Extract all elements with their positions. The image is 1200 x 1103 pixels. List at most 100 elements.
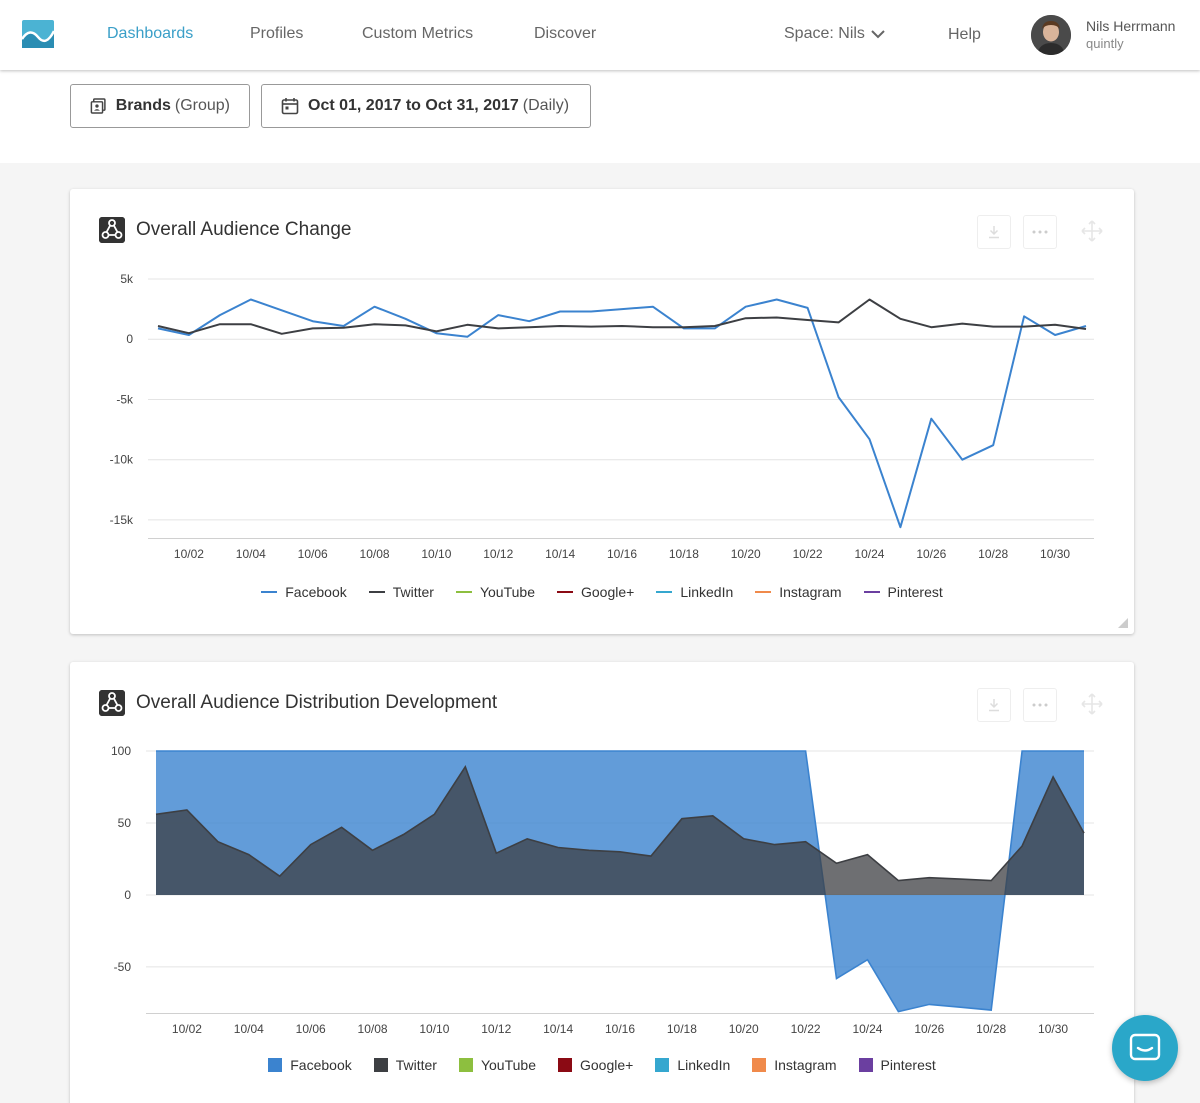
user-name: Nils Herrmann (1086, 18, 1176, 34)
legend-swatch (655, 1058, 670, 1072)
chat-icon (1129, 1033, 1161, 1061)
chart-legend: Facebook Twitter YouTube Google+ LinkedIn Ins… (70, 1057, 1134, 1073)
x-tick-label: 10/14 (543, 1022, 573, 1036)
y-tick-label: -5k (116, 392, 134, 406)
top-navigation-bar: Dashboards Profiles Custom Metrics Disco… (0, 0, 1200, 70)
legend-item-pinterest[interactable]: Pinterest (863, 584, 943, 600)
nav-discover[interactable]: Discover (534, 25, 597, 42)
legend-label: Facebook (285, 584, 347, 600)
legend-swatch (752, 1058, 767, 1072)
metric-network-icon (99, 217, 125, 243)
move-handle-icon[interactable] (1080, 219, 1104, 243)
legend-label: YouTube (480, 1057, 536, 1073)
move-handle-icon[interactable] (1080, 692, 1104, 716)
user-avatar[interactable] (1031, 15, 1071, 55)
download-button[interactable] (977, 688, 1011, 722)
x-tick-label: 10/20 (731, 547, 761, 561)
avatar-portrait-icon (1031, 15, 1071, 55)
card-title: Overall Audience Change (136, 219, 352, 240)
chart-legend: Facebook Twitter YouTube Google+ LinkedIn Ins… (70, 584, 1134, 600)
nav-dashboards[interactable]: Dashboards (107, 25, 194, 42)
legend-item-youtube[interactable]: YouTube (458, 1057, 536, 1073)
x-tick-label: 10/02 (174, 547, 204, 561)
resize-handle-icon[interactable] (1118, 618, 1128, 628)
audience-change-chart: 5k 0 -5k -10k -15k 10/02 10/04 10/06 10/08 10/10 1… (110, 272, 1094, 561)
legend-item-twitter[interactable]: Twitter (373, 1057, 437, 1073)
legend-item-googleplus[interactable]: Google+ (556, 584, 634, 600)
legend-item-twitter[interactable]: Twitter (368, 584, 434, 600)
x-tick-label: 10/28 (978, 547, 1008, 561)
group-filter-button[interactable]: Brands (Group) (70, 84, 250, 128)
group-filter-label: Brands (115, 97, 171, 114)
more-options-button[interactable] (1023, 215, 1057, 249)
legend-item-facebook[interactable]: Facebook (268, 1057, 352, 1073)
legend-swatch (373, 1058, 388, 1072)
legend-item-instagram[interactable]: Instagram (755, 584, 842, 600)
calendar-icon (281, 98, 299, 115)
y-tick-label: 5k (120, 272, 134, 286)
series-area-twitter (156, 766, 1084, 895)
legend-swatch (858, 1058, 873, 1072)
series-line-twitter (157, 298, 1087, 335)
x-tick-label: 10/04 (236, 547, 266, 561)
nav-custom-metrics[interactable]: Custom Metrics (362, 25, 474, 42)
download-icon (989, 226, 999, 239)
chat-button[interactable] (1112, 1015, 1178, 1081)
x-tick-label: 10/14 (545, 547, 575, 561)
audience-change-card: Overall Audience Change 5k 0 -5k -10k -15k 10… (70, 189, 1134, 634)
legend-swatch (755, 591, 772, 593)
space-selector[interactable]: Space: Nils (784, 25, 885, 43)
x-tick-label: 10/24 (854, 547, 884, 561)
user-organization: quintly (1086, 36, 1124, 51)
y-tick-label: 0 (126, 332, 133, 346)
legend-item-linkedin[interactable]: LinkedIn (656, 584, 733, 600)
legend-swatch (368, 591, 385, 593)
more-dots-icon (1032, 230, 1048, 234)
more-options-button[interactable] (1023, 688, 1057, 722)
series-line-twitter (155, 765, 1085, 882)
legend-item-linkedin[interactable]: LinkedIn (655, 1057, 730, 1073)
card-title: Overall Audience Distribution Developmen… (136, 692, 498, 713)
more-dots-icon (1032, 703, 1048, 707)
series-line-facebook (156, 750, 1084, 1013)
date-range-button[interactable]: Oct 01, 2017 to Oct 31, 2017 (Daily) (261, 84, 591, 128)
legend-label: Pinterest (880, 1057, 936, 1073)
nav-profiles[interactable]: Profiles (250, 25, 304, 42)
x-tick-label: 10/24 (852, 1022, 882, 1036)
legend-label: LinkedIn (677, 1057, 731, 1073)
x-tick-label: 10/10 (421, 547, 451, 561)
metric-network-icon (99, 690, 125, 716)
chevron-down-icon (871, 30, 885, 39)
legend-swatch (458, 1058, 473, 1072)
download-button[interactable] (977, 215, 1011, 249)
legend-item-googleplus[interactable]: Google+ (557, 1057, 634, 1073)
audience-distribution-chart: 100 50 0 -50 10/02 10/04 10/06 10/08 10/10 10/12 1… (111, 744, 1094, 1036)
date-range-label: Oct 01, 2017 to Oct 31, 2017 (308, 97, 519, 114)
x-tick-label: 10/18 (669, 547, 699, 561)
legend-swatch (261, 591, 278, 593)
legend-label: Instagram (779, 584, 842, 600)
help-link[interactable]: Help (948, 26, 981, 43)
y-tick-label: -10k (110, 453, 134, 467)
x-tick-label: 10/16 (607, 547, 637, 561)
legend-item-youtube[interactable]: YouTube (455, 584, 535, 600)
legend-label: YouTube (479, 584, 535, 600)
x-tick-label: 10/26 (914, 1022, 944, 1036)
x-tick-label: 10/06 (296, 1022, 326, 1036)
legend-swatch (557, 1058, 572, 1072)
x-tick-label: 10/30 (1040, 547, 1070, 561)
legend-item-pinterest[interactable]: Pinterest (858, 1057, 936, 1073)
date-range-interval: (Daily) (522, 97, 570, 114)
x-tick-label: 10/28 (976, 1022, 1006, 1036)
legend-label: Google+ (579, 1057, 634, 1073)
x-tick-label: 10/02 (172, 1022, 202, 1036)
y-tick-label: 100 (111, 744, 131, 758)
quintly-logo-icon[interactable] (20, 18, 56, 50)
legend-item-instagram[interactable]: Instagram (752, 1057, 837, 1073)
group-filter-type: (Group) (174, 97, 230, 114)
x-tick-label: 10/12 (483, 547, 513, 561)
x-tick-label: 10/18 (667, 1022, 697, 1036)
legend-item-facebook[interactable]: Facebook (261, 584, 347, 600)
group-icon (90, 98, 106, 114)
legend-swatch (455, 591, 472, 593)
